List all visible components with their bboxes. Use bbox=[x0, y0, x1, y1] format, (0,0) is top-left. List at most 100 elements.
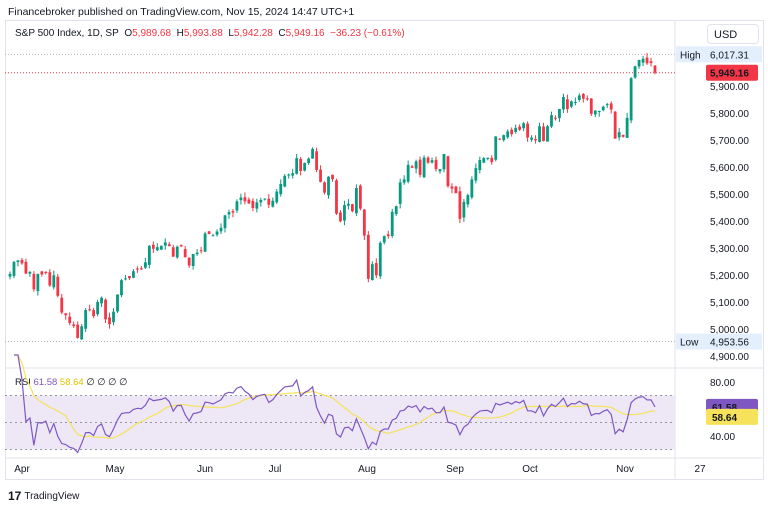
candle-body bbox=[231, 211, 235, 213]
candle-body bbox=[207, 231, 211, 234]
candle-body bbox=[303, 162, 307, 171]
candle-body bbox=[609, 103, 613, 110]
tradingview-logo[interactable]: 17 TradingView bbox=[8, 489, 79, 503]
candle-body bbox=[327, 176, 330, 196]
tv-logo-icon: 17 bbox=[8, 489, 22, 503]
candle-body bbox=[522, 123, 526, 129]
high-label: H bbox=[176, 28, 184, 39]
candle-body bbox=[450, 186, 454, 189]
candle-body bbox=[175, 246, 179, 258]
candle-body bbox=[398, 182, 402, 204]
candle-body bbox=[474, 168, 478, 181]
rsi-legend: RSI 61.58 58.64 ∅ ∅ ∅ ∅ bbox=[15, 377, 127, 388]
candle-body bbox=[370, 264, 374, 280]
price-tick-label: 5,400.00 bbox=[710, 217, 749, 228]
candle-body bbox=[633, 66, 637, 78]
candle-body bbox=[585, 98, 589, 100]
candle-body bbox=[72, 324, 76, 327]
candle-body bbox=[442, 154, 446, 170]
candle-body bbox=[163, 242, 167, 246]
rsi-value: 61.58 bbox=[33, 377, 58, 388]
candle-body bbox=[159, 245, 163, 250]
candle-body bbox=[645, 57, 649, 64]
price-tick-label: 5,600.00 bbox=[710, 163, 749, 174]
candle-body bbox=[430, 160, 434, 163]
candle-body bbox=[307, 158, 311, 164]
candle-body bbox=[542, 126, 545, 142]
candle-body bbox=[287, 174, 291, 176]
time-tick-label: May bbox=[106, 464, 125, 475]
candle-body bbox=[88, 309, 92, 311]
candle-body bbox=[283, 175, 287, 187]
candle-body bbox=[259, 199, 263, 203]
candle-body bbox=[526, 123, 529, 138]
candle-body bbox=[299, 158, 303, 172]
candle-body bbox=[187, 257, 191, 266]
rsi-tick-label: 80.00 bbox=[710, 378, 735, 389]
last-price-value: 5,949.16 bbox=[710, 69, 749, 80]
candle-body bbox=[347, 203, 350, 206]
candle-body bbox=[446, 156, 450, 187]
candle-body bbox=[625, 117, 629, 138]
close-label: C bbox=[278, 28, 286, 39]
candle-body bbox=[569, 101, 573, 107]
candle-body bbox=[637, 60, 641, 67]
candle-body bbox=[199, 250, 203, 252]
candle-body bbox=[402, 179, 406, 183]
candle-body bbox=[641, 58, 645, 63]
candle-body bbox=[315, 151, 318, 170]
price-tick-label: 5,900.00 bbox=[710, 82, 749, 93]
candle-body bbox=[112, 311, 115, 323]
candle-body bbox=[374, 263, 378, 276]
candle-body bbox=[406, 164, 410, 182]
rsi-tick-label: 40.00 bbox=[710, 432, 735, 443]
candle-body bbox=[558, 108, 561, 119]
candle-body bbox=[562, 97, 565, 110]
candle-body bbox=[339, 212, 342, 222]
candle-body bbox=[454, 186, 458, 194]
time-tick-label: Oct bbox=[522, 464, 538, 475]
candle-body bbox=[136, 268, 139, 270]
close-value: 5,949.16 bbox=[285, 28, 325, 39]
rsi-extra: ∅ ∅ ∅ ∅ bbox=[86, 377, 128, 388]
candle-body bbox=[597, 110, 601, 112]
time-tick-label: Jun bbox=[197, 464, 213, 475]
rsi-ma-value: 58.64 bbox=[59, 377, 84, 388]
candle-body bbox=[235, 201, 239, 211]
high-marker bbox=[676, 46, 762, 63]
candle-body bbox=[243, 197, 247, 202]
candle-body bbox=[466, 195, 470, 205]
candle-body bbox=[323, 182, 326, 193]
candle-body bbox=[263, 198, 267, 200]
change-value: −36.23 (−0.61%) bbox=[330, 28, 405, 39]
candle-body bbox=[458, 191, 462, 219]
high-label: High bbox=[680, 50, 701, 61]
candle-body bbox=[48, 272, 52, 286]
high-value: 6,017.31 bbox=[710, 50, 749, 61]
candle-body bbox=[20, 259, 24, 264]
candle-body bbox=[143, 262, 147, 268]
candle-body bbox=[470, 179, 474, 198]
candle-body bbox=[8, 273, 12, 277]
open-value: 5,989.68 bbox=[132, 28, 172, 39]
candle-body bbox=[434, 159, 438, 170]
candle-body bbox=[653, 65, 657, 73]
candle-body bbox=[589, 98, 593, 114]
candle-body bbox=[124, 278, 127, 280]
candle-body bbox=[629, 78, 633, 121]
candle-body bbox=[378, 242, 382, 277]
candle-body bbox=[147, 245, 151, 265]
candle-body bbox=[390, 211, 394, 236]
candle-body bbox=[36, 273, 40, 292]
candle-body bbox=[621, 134, 625, 137]
low-label: Low bbox=[680, 338, 699, 349]
candle-body bbox=[605, 104, 609, 106]
candle-body bbox=[418, 159, 422, 175]
candle-body bbox=[354, 188, 358, 214]
candle-body bbox=[422, 157, 426, 178]
rsi-line bbox=[13, 354, 656, 454]
candle-body bbox=[12, 262, 16, 276]
candle-body bbox=[132, 271, 135, 278]
currency-button[interactable]: USD bbox=[707, 24, 759, 44]
